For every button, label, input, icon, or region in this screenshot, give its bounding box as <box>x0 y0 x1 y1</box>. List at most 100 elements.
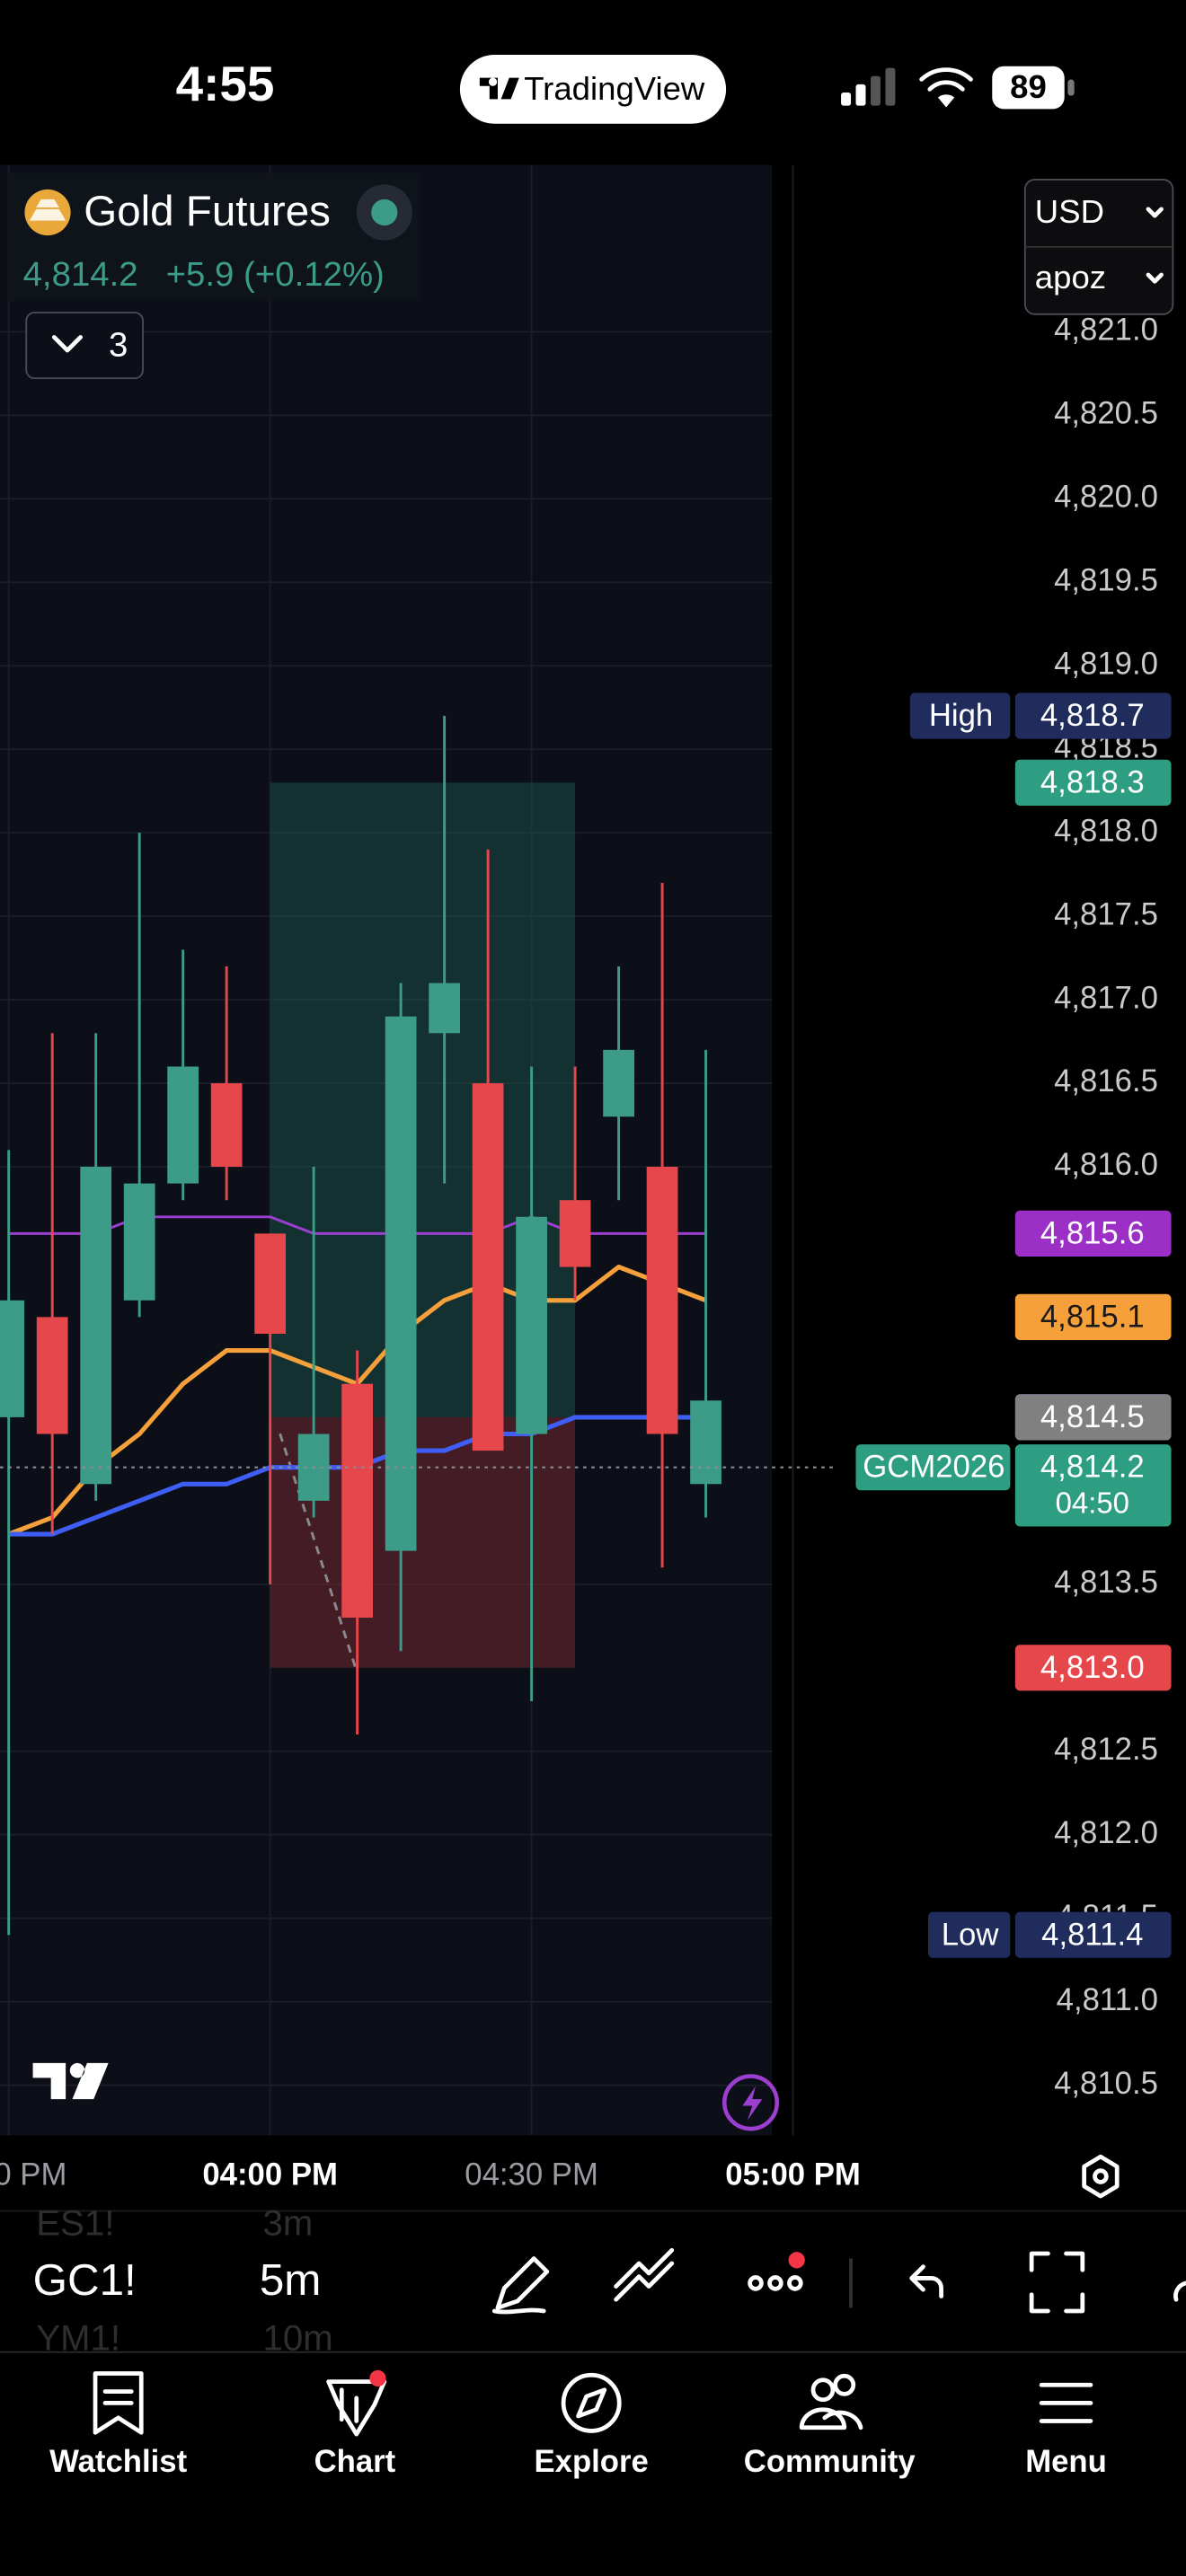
x-tick-label: 3:30 PM <box>0 2157 66 2192</box>
settings-button[interactable] <box>1082 2154 1120 2199</box>
settings-dot <box>1093 2168 1109 2184</box>
price-label-text: 4,815.6 <box>1040 1216 1145 1250</box>
y-tick-label: 4,819.5 <box>1054 563 1158 597</box>
candle-body <box>0 1300 25 1417</box>
price-tag-text: High <box>929 699 993 733</box>
signal <box>841 67 896 106</box>
app-logo <box>479 77 519 100</box>
y-tick-label: 4,816.5 <box>1054 1064 1158 1098</box>
chart[interactable] <box>0 164 835 2136</box>
wifi <box>919 67 973 108</box>
price-tag <box>855 1444 1011 1491</box>
signal-bar <box>855 84 866 106</box>
candle-body <box>254 1233 287 1334</box>
compass-needle <box>576 2387 607 2419</box>
price-label-text: 4,818.3 <box>1040 765 1145 799</box>
symbol-change: +5.9 (+0.12%) <box>166 255 385 294</box>
trend-tool[interactable] <box>614 2247 675 2302</box>
chevron <box>1146 272 1164 284</box>
symbol-picker[interactable]: GC1! <box>33 2255 137 2305</box>
fullscreen[interactable] <box>1029 2251 1085 2314</box>
market-status-dot <box>371 198 398 226</box>
nav-label[interactable]: Explore <box>534 2445 648 2479</box>
battery <box>992 66 1065 110</box>
y-tick-label: 4,817.0 <box>1054 981 1158 1015</box>
y-tick-label: 4,810.5 <box>1054 2067 1158 2101</box>
overflow-tool[interactable] <box>1173 2280 1186 2302</box>
price-label <box>1014 693 1172 739</box>
currency[interactable]: USD <box>1035 193 1104 230</box>
price-label-text: 4,814.5 <box>1040 1400 1145 1434</box>
nav-label[interactable]: Chart <box>314 2445 396 2479</box>
candle-body <box>167 1066 199 1184</box>
symbol-option[interactable]: ES1! <box>36 2203 114 2244</box>
candle-body <box>646 1167 678 1434</box>
battery-cap <box>1067 79 1075 96</box>
community-head <box>833 2373 856 2396</box>
menu-icon[interactable] <box>1039 2382 1093 2423</box>
y-tick-label: 4,820.0 <box>1054 480 1158 514</box>
price-label-text: 4,813.0 <box>1040 1651 1145 1685</box>
alert-button[interactable] <box>721 2074 780 2131</box>
symbol-name[interactable]: Gold Futures <box>84 188 331 235</box>
community-head <box>810 2378 836 2403</box>
nav-label[interactable]: Watchlist <box>49 2445 187 2479</box>
dot <box>787 2275 803 2291</box>
indicators-toggle[interactable] <box>25 312 144 380</box>
y-tick-label: 4,820.5 <box>1054 397 1158 431</box>
candle-body <box>80 1167 112 1485</box>
price-tag-text: GCM2026 <box>863 1451 1005 1485</box>
candle-body <box>210 1083 243 1168</box>
chevron <box>51 335 83 353</box>
y-tick-label: 4,821.0 <box>1054 313 1158 348</box>
badge <box>788 2252 805 2269</box>
y-tick-label: 4,813.5 <box>1054 1566 1158 1600</box>
unit[interactable]: apoz <box>1035 259 1106 296</box>
candle-body <box>516 1216 547 1434</box>
price-tag-text: Low <box>942 1918 1000 1952</box>
gold-bars <box>29 198 66 221</box>
y-tick-label: 4,812.0 <box>1054 1816 1158 1850</box>
more-tools[interactable] <box>748 2275 803 2291</box>
price-label-text: 4,811.4 <box>1041 1918 1143 1952</box>
candle-body <box>385 1016 417 1551</box>
candle-body <box>690 1400 721 1485</box>
price-axis: 4,821.0 4,820.5 4,820.0 4,819.5 4,819.0 4,818… <box>855 313 1172 2101</box>
nav-label[interactable]: Community <box>744 2445 916 2479</box>
signal-bar <box>841 93 852 106</box>
tv-watermark <box>32 2062 109 2100</box>
interval-option[interactable]: 3m <box>263 2203 314 2244</box>
countdown: 04:50 <box>1056 1486 1129 1519</box>
interval-picker[interactable]: 5m <box>260 2255 322 2305</box>
signal-bar <box>885 67 896 106</box>
explore-icon[interactable] <box>561 2372 622 2433</box>
y-tick-label: 4,819.0 <box>1054 647 1158 681</box>
projection-line <box>279 1433 358 1669</box>
price-label <box>1014 1394 1172 1441</box>
app-pill <box>459 54 727 124</box>
nav-label[interactable]: Menu <box>1025 2445 1107 2479</box>
y-tick-label: 4,812.5 <box>1054 1733 1158 1767</box>
price-label-text: 4,815.1 <box>1040 1300 1145 1334</box>
candle-body <box>559 1200 591 1267</box>
legend-panel <box>6 172 421 302</box>
chevron <box>1146 207 1164 218</box>
app-name: TradingView <box>524 70 705 107</box>
wifi-arc <box>919 67 973 92</box>
price-tag <box>927 1911 1011 1958</box>
watchlist-icon[interactable] <box>93 2371 144 2435</box>
x-tick-label: 05:00 PM <box>725 2157 861 2192</box>
candle-body <box>123 1183 155 1301</box>
time-axis: 3:30 PM 04:00 PM 04:30 PM 05:00 PM <box>0 2157 861 2192</box>
indicators-count: 3 <box>109 326 128 365</box>
candle-body <box>341 1383 374 1619</box>
community-icon[interactable] <box>799 2407 863 2430</box>
draw-tool[interactable] <box>491 2256 550 2315</box>
signal-bar <box>870 75 881 106</box>
undo[interactable] <box>909 2264 943 2298</box>
price-label <box>1014 759 1172 806</box>
candle-body <box>36 1317 68 1434</box>
price-label <box>1014 1444 1172 1527</box>
